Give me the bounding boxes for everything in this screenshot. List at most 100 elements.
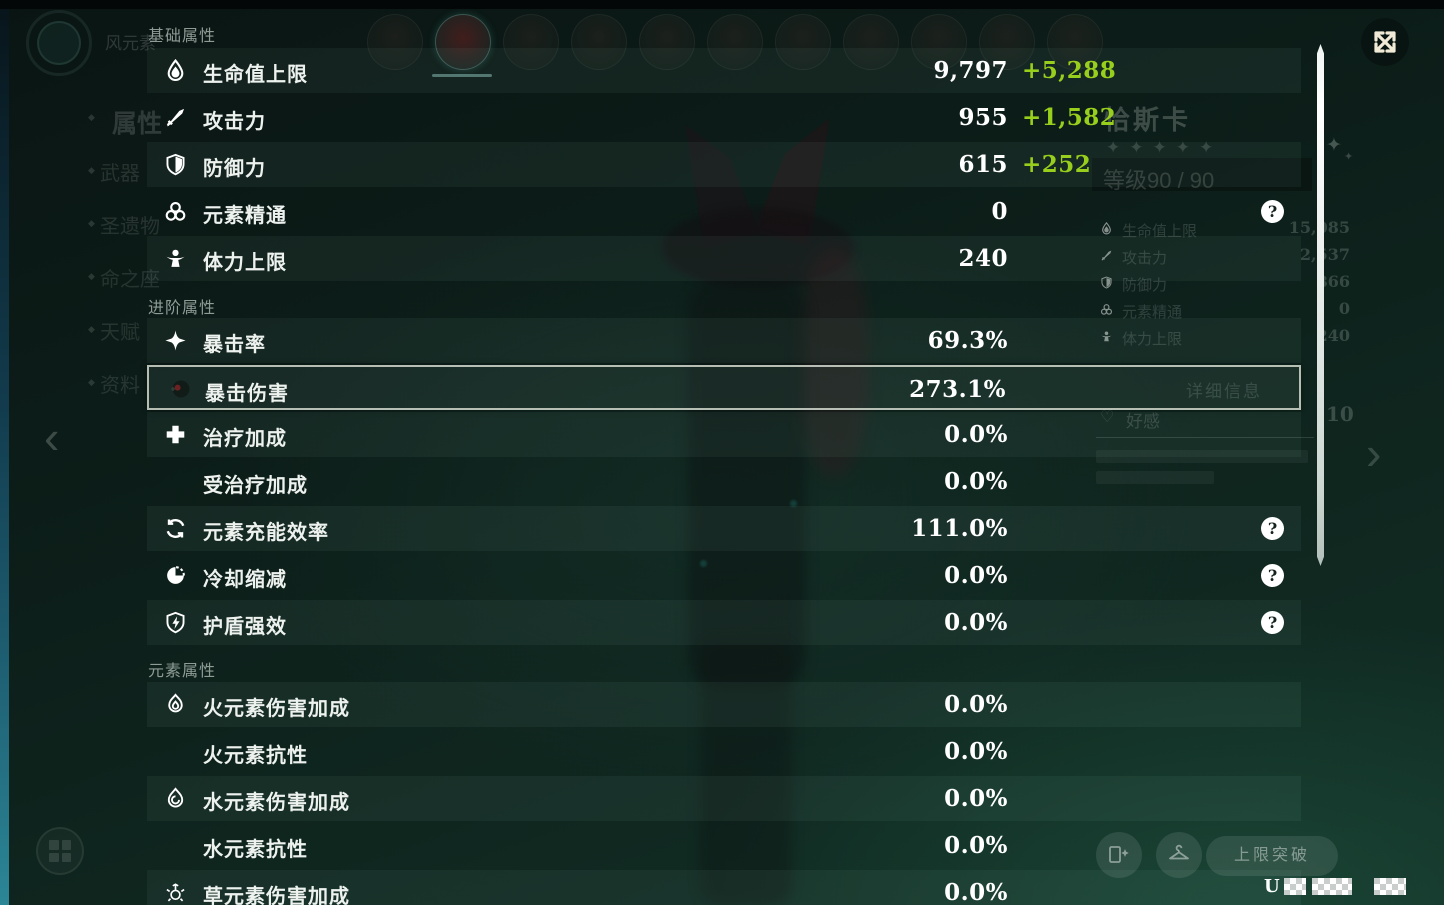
heart-icon: ♡ — [1100, 409, 1115, 426]
avatar — [1047, 14, 1103, 70]
background-stat-label: 元素精通 — [1122, 304, 1183, 321]
background-stat-value: 0 — [1338, 299, 1350, 318]
sparkle-icon: ✦ — [1344, 151, 1354, 163]
sparkle-icon: ✦ — [1326, 135, 1342, 156]
uid-text: U — [1264, 876, 1280, 897]
sidebar-item-3: 命之座 — [100, 269, 160, 291]
background-stat-row: 攻击力 2,537 — [1096, 243, 1350, 269]
stat-row[interactable]: 水元素伤害加成 0.0% — [147, 776, 1301, 821]
friendship-value: 10 — [1326, 402, 1354, 426]
elemental-mastery-icon — [1100, 303, 1113, 316]
stat-row[interactable]: 防御力 615 +252 — [147, 142, 1301, 187]
profile-card-button — [1096, 832, 1142, 878]
description-line — [1096, 450, 1308, 463]
character-body — [688, 278, 806, 688]
stat-bonus-value: +5,288 — [1022, 57, 1117, 84]
stat-label: 护盾强效 — [203, 616, 287, 638]
avatar — [707, 14, 763, 70]
chevron-left-icon: ‹ — [44, 411, 60, 463]
stat-row[interactable]: 元素充能效率 111.0% ? — [147, 506, 1301, 551]
stat-row[interactable]: 冷却缩减 0.0% ? — [147, 553, 1301, 598]
stat-row[interactable]: 暴击率 69.3% — [147, 318, 1301, 363]
background-stat-label: 防御力 — [1122, 277, 1168, 294]
stat-label: 元素充能效率 — [203, 522, 329, 544]
stat-row[interactable]: 体力上限 240 — [147, 236, 1301, 281]
level-label: 等级90 / 90 — [1103, 168, 1215, 193]
character-accent — [700, 560, 707, 567]
help-icon[interactable]: ? — [1261, 564, 1284, 587]
stat-row[interactable]: 火元素伤害加成 0.0% — [147, 682, 1301, 727]
avatar — [503, 14, 559, 70]
avatar-selected — [435, 14, 491, 70]
letterbox-top-bar — [0, 0, 1444, 9]
stat-value: 273.1% — [909, 376, 1006, 403]
attributes-panel: 基础属性 生命值上限 9,797 +5,288 攻击力 955 +1,582 防… — [147, 0, 1301, 905]
background-stat-value: 2,537 — [1299, 245, 1350, 264]
stat-value: 0.0% — [944, 832, 1008, 859]
help-icon[interactable]: ? — [1261, 200, 1284, 223]
stat-label: 生命值上限 — [203, 64, 308, 86]
background-stat-label: 体力上限 — [1122, 331, 1183, 348]
sidebar-item-5: 资料 — [100, 375, 140, 397]
stat-row[interactable]: 护盾强效 0.0% ? — [147, 600, 1301, 645]
rarity-stars: ✦✦✦✦✦ — [1106, 138, 1223, 157]
stat-value: 111.0% — [911, 515, 1008, 542]
healing-bonus-icon — [164, 423, 187, 446]
level-band — [1092, 158, 1312, 191]
stat-value: 0.0% — [944, 609, 1008, 636]
section-header: 元素属性 — [148, 663, 217, 680]
stat-row[interactable]: 水元素抗性 0.0% — [147, 823, 1301, 868]
section-header: 基础属性 — [148, 28, 217, 45]
stat-value: 240 — [958, 245, 1008, 272]
background-stat-row: 体力上限 240 — [1096, 324, 1350, 350]
description-line — [1096, 471, 1214, 484]
stat-value: 0.0% — [944, 421, 1008, 448]
help-icon[interactable]: ? — [1261, 611, 1284, 634]
stat-label: 元素精通 — [203, 205, 287, 227]
chevron-right-icon: › — [1366, 427, 1382, 479]
uid-redaction-block — [1284, 878, 1306, 895]
hanger-icon — [1169, 844, 1189, 860]
nav-bullet-icon: ◆ — [88, 218, 95, 228]
stat-row[interactable]: 火元素抗性 0.0% — [147, 729, 1301, 774]
pyro-icon — [164, 693, 187, 716]
background-stat-row: 元素精通 0 — [1096, 297, 1350, 323]
stat-row[interactable]: 暴击伤害 273.1% — [147, 365, 1301, 410]
character-name: 恰斯卡 — [1104, 105, 1192, 135]
scrollbar-thumb[interactable] — [1317, 44, 1324, 566]
background-stat-label: 攻击力 — [1122, 250, 1168, 267]
character-hat-brim — [662, 208, 854, 288]
dendro-icon — [164, 881, 187, 904]
character-legs — [700, 640, 792, 905]
nav-bullet-icon: ◆ — [88, 112, 95, 122]
stat-row[interactable]: 受治疗加成 0.0% — [147, 459, 1301, 504]
party-setup-button — [36, 827, 84, 875]
stat-label: 治疗加成 — [203, 428, 287, 450]
stat-row[interactable]: 治疗加成 0.0% — [147, 412, 1301, 457]
nav-bullet-icon: ◆ — [88, 165, 95, 175]
divider — [1096, 437, 1314, 438]
stat-label: 攻击力 — [203, 111, 266, 133]
stat-value: 0.0% — [944, 879, 1008, 905]
help-icon[interactable]: ? — [1261, 517, 1284, 540]
nav-bullet-icon: ◆ — [88, 377, 95, 387]
stat-row[interactable]: 草元素伤害加成 0.0% — [147, 870, 1301, 905]
close-button[interactable] — [1361, 18, 1409, 66]
costume-button — [1156, 832, 1202, 878]
stat-bonus-value: +1,582 — [1022, 104, 1117, 131]
stat-value: 0.0% — [944, 691, 1008, 718]
sidebar-item-2: 圣遗物 — [100, 216, 160, 238]
elemental-mastery-icon — [164, 200, 187, 223]
stat-row[interactable]: 元素精通 0 ? — [147, 189, 1301, 234]
uid-redaction-block — [1374, 878, 1406, 895]
stat-value: 0.0% — [944, 468, 1008, 495]
stat-row[interactable]: 生命值上限 9,797 +5,288 — [147, 48, 1301, 93]
background-stat-value: 866 — [1316, 272, 1350, 291]
stat-label: 体力上限 — [203, 252, 287, 274]
world-scene-edge — [0, 0, 9, 905]
stat-row[interactable]: 攻击力 955 +1,582 — [147, 95, 1301, 140]
background-stat-label: 生命值上限 — [1122, 223, 1198, 240]
avatar — [367, 14, 423, 70]
cursor-icon — [169, 378, 191, 400]
section-header: 进阶属性 — [148, 300, 217, 317]
